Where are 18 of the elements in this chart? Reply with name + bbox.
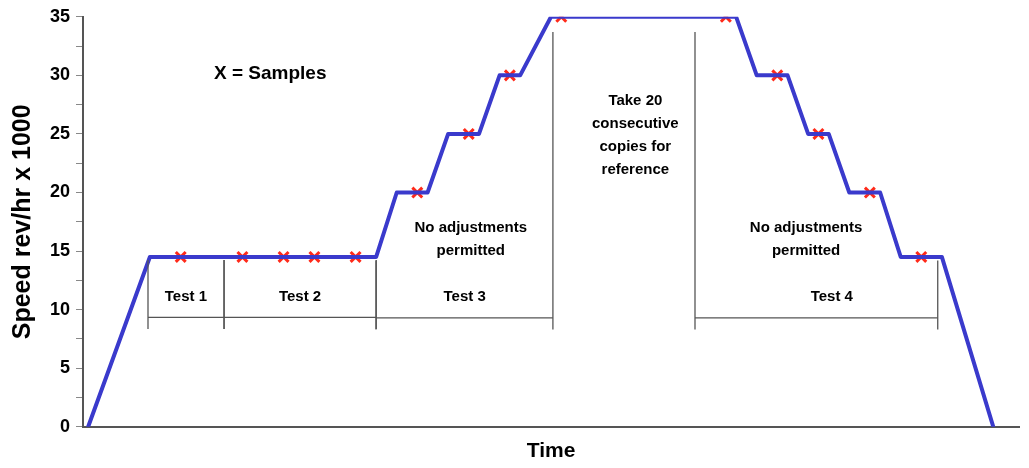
annotation: No adjustments permitted bbox=[414, 218, 528, 259]
y-tick-label: 0 bbox=[60, 415, 71, 436]
annotation: Test 1 bbox=[164, 286, 207, 304]
y-axis-title: Speed rev/hr x 1000 bbox=[6, 104, 35, 340]
y-tick-label: 15 bbox=[49, 240, 71, 261]
y-tick-label: 5 bbox=[60, 357, 71, 378]
annotation: Test 4 bbox=[810, 286, 854, 304]
annotation: Test 3 bbox=[443, 286, 486, 304]
y-tick-label: 10 bbox=[49, 298, 71, 319]
y-tick-label: 20 bbox=[49, 181, 71, 202]
x-axis-title: Time bbox=[526, 438, 576, 462]
y-tick-label: 25 bbox=[49, 122, 71, 143]
annotation: No adjustments permitted bbox=[749, 218, 863, 259]
y-tick-label: 30 bbox=[49, 64, 71, 85]
annotation: Test 2 bbox=[278, 286, 322, 304]
y-tick-label: 35 bbox=[49, 5, 71, 26]
annotation: Take 20 consecutive copies for reference bbox=[591, 90, 679, 177]
annotation: X = Samples bbox=[213, 62, 327, 84]
